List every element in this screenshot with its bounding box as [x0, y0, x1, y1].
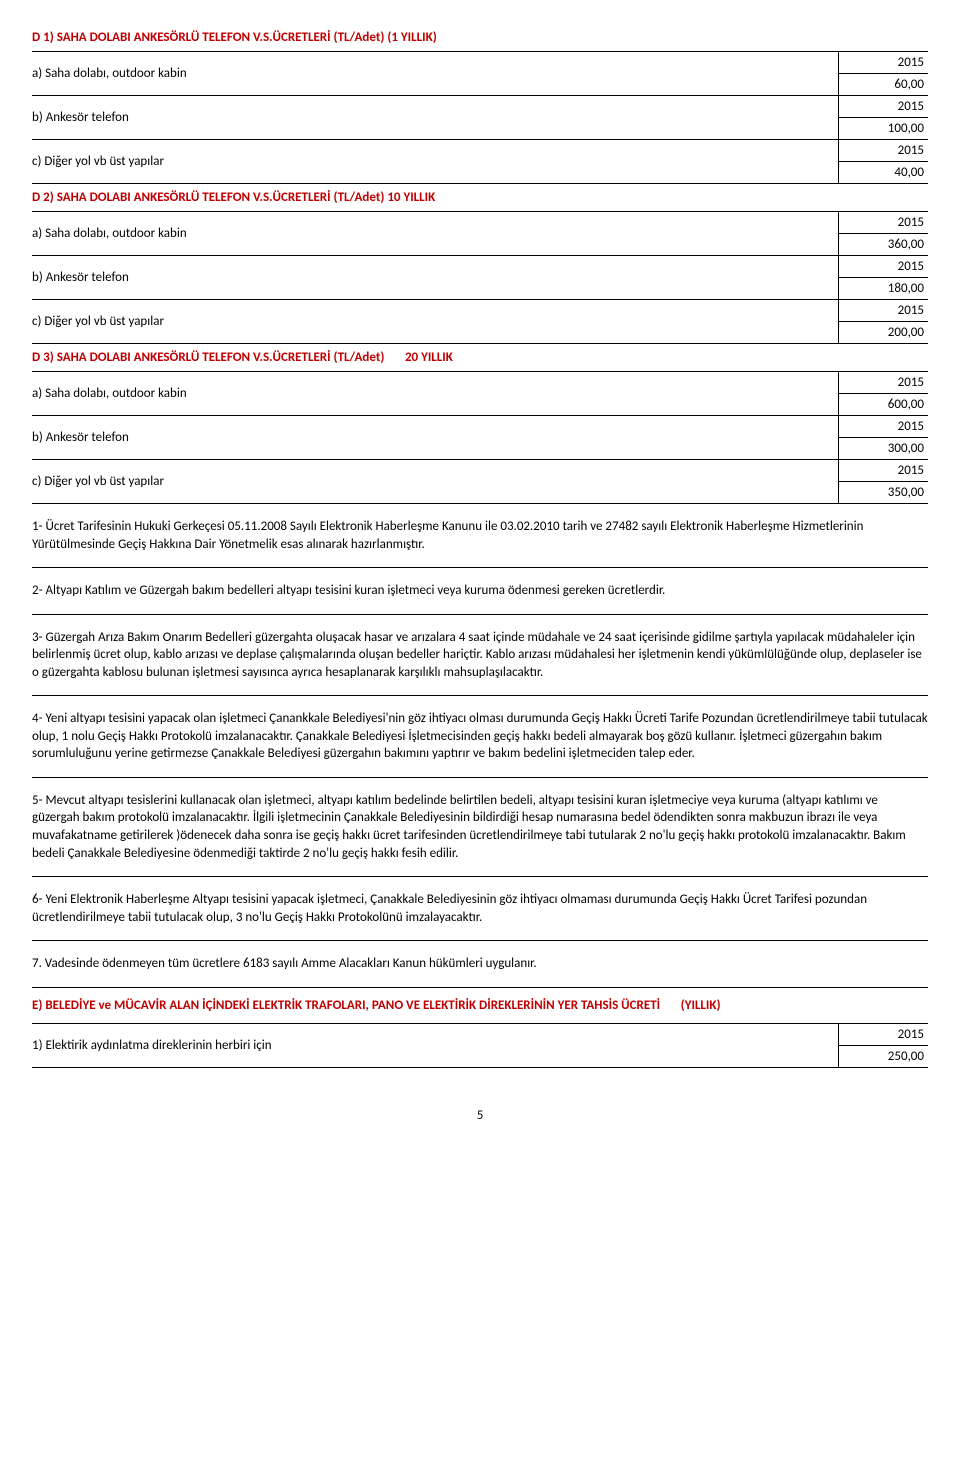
e-1-value-block: 2015 250,00 [838, 1024, 928, 1067]
note-4: 4- Yeni altyapı tesisini yapacak olan iş… [32, 696, 928, 778]
notes-block: 1- Ücret Tarifesinin Hukuki Gerkeçesi 05… [32, 504, 928, 988]
d1-row-a: a) Saha dolabı, outdoor kabin 2015 60,00 [32, 52, 928, 96]
e-row-1: 1) Elektirik aydınlatma direklerinin her… [32, 1024, 928, 1068]
d1-a-year: 2015 [839, 52, 928, 74]
d3-a-label: a) Saha dolabı, outdoor kabin [32, 372, 838, 415]
d3-row-c: c) Diğer yol vb üst yapılar 2015 350,00 [32, 460, 928, 504]
d3-row-b: b) Ankesör telefon 2015 300,00 [32, 416, 928, 460]
d1-row-c: c) Diğer yol vb üst yapılar 2015 40,00 [32, 140, 928, 184]
note-2: 2- Altyapı Katılım ve Güzergah bakım bed… [32, 568, 928, 615]
section-d3-title: D 3) SAHA DOLABI ANKESÖRLÜ TELEFON V.S.Ü… [32, 344, 928, 372]
note-6: 6- Yeni Elektronik Haberleşme Altyapı te… [32, 877, 928, 941]
note-1: 1- Ücret Tarifesinin Hukuki Gerkeçesi 05… [32, 504, 928, 568]
d3-a-year: 2015 [839, 372, 928, 394]
d3-b-year: 2015 [839, 416, 928, 438]
d2-c-value: 200,00 [839, 322, 928, 343]
section-d2-title: D 2) SAHA DOLABI ANKESÖRLÜ TELEFON V.S.Ü… [32, 184, 928, 212]
d3-c-label: c) Diğer yol vb üst yapılar [32, 460, 838, 503]
note-5: 5- Mevcut altyapı tesislerini kullanacak… [32, 778, 928, 877]
note-3: 3- Güzergah Arıza Bakım Onarım Bedelleri… [32, 615, 928, 697]
d2-b-value-block: 2015 180,00 [838, 256, 928, 299]
d3-c-year: 2015 [839, 460, 928, 482]
d1-b-year: 2015 [839, 96, 928, 118]
d2-b-year: 2015 [839, 256, 928, 278]
e-1-label: 1) Elektirik aydınlatma direklerinin her… [32, 1024, 838, 1067]
d3-b-value: 300,00 [839, 438, 928, 459]
d2-row-c: c) Diğer yol vb üst yapılar 2015 200,00 [32, 300, 928, 344]
d1-a-value-block: 2015 60,00 [838, 52, 928, 95]
d2-a-label: a) Saha dolabı, outdoor kabin [32, 212, 838, 255]
d2-b-value: 180,00 [839, 278, 928, 299]
d1-c-value: 40,00 [839, 162, 928, 183]
e-1-year: 2015 [839, 1024, 928, 1046]
d2-c-label: c) Diğer yol vb üst yapılar [32, 300, 838, 343]
d1-c-label: c) Diğer yol vb üst yapılar [32, 140, 838, 183]
d1-b-value-block: 2015 100,00 [838, 96, 928, 139]
d3-c-value: 350,00 [839, 482, 928, 503]
section-e-title: E) BELEDİYE ve MÜCAVİR ALAN İÇİNDEKİ ELE… [32, 988, 928, 1024]
d2-b-label: b) Ankesör telefon [32, 256, 838, 299]
note-7: 7. Vadesinde ödenmeyen tüm ücretlere 618… [32, 941, 928, 988]
d2-row-a: a) Saha dolabı, outdoor kabin 2015 360,0… [32, 212, 928, 256]
d3-b-value-block: 2015 300,00 [838, 416, 928, 459]
d2-row-b: b) Ankesör telefon 2015 180,00 [32, 256, 928, 300]
d2-a-value-block: 2015 360,00 [838, 212, 928, 255]
d2-c-value-block: 2015 200,00 [838, 300, 928, 343]
d2-a-year: 2015 [839, 212, 928, 234]
page-number: 5 [32, 1068, 928, 1123]
d1-a-value: 60,00 [839, 74, 928, 95]
d2-a-value: 360,00 [839, 234, 928, 255]
d3-row-a: a) Saha dolabı, outdoor kabin 2015 600,0… [32, 372, 928, 416]
d1-b-value: 100,00 [839, 118, 928, 139]
d1-c-value-block: 2015 40,00 [838, 140, 928, 183]
d3-a-value-block: 2015 600,00 [838, 372, 928, 415]
e-1-value: 250,00 [839, 1046, 928, 1067]
d2-c-year: 2015 [839, 300, 928, 322]
d3-b-label: b) Ankesör telefon [32, 416, 838, 459]
d1-b-label: b) Ankesör telefon [32, 96, 838, 139]
d1-c-year: 2015 [839, 140, 928, 162]
d1-row-b: b) Ankesör telefon 2015 100,00 [32, 96, 928, 140]
d3-c-value-block: 2015 350,00 [838, 460, 928, 503]
section-d1-title: D 1) SAHA DOLABI ANKESÖRLÜ TELEFON V.S.Ü… [32, 24, 928, 52]
d3-a-value: 600,00 [839, 394, 928, 415]
d1-a-label: a) Saha dolabı, outdoor kabin [32, 52, 838, 95]
